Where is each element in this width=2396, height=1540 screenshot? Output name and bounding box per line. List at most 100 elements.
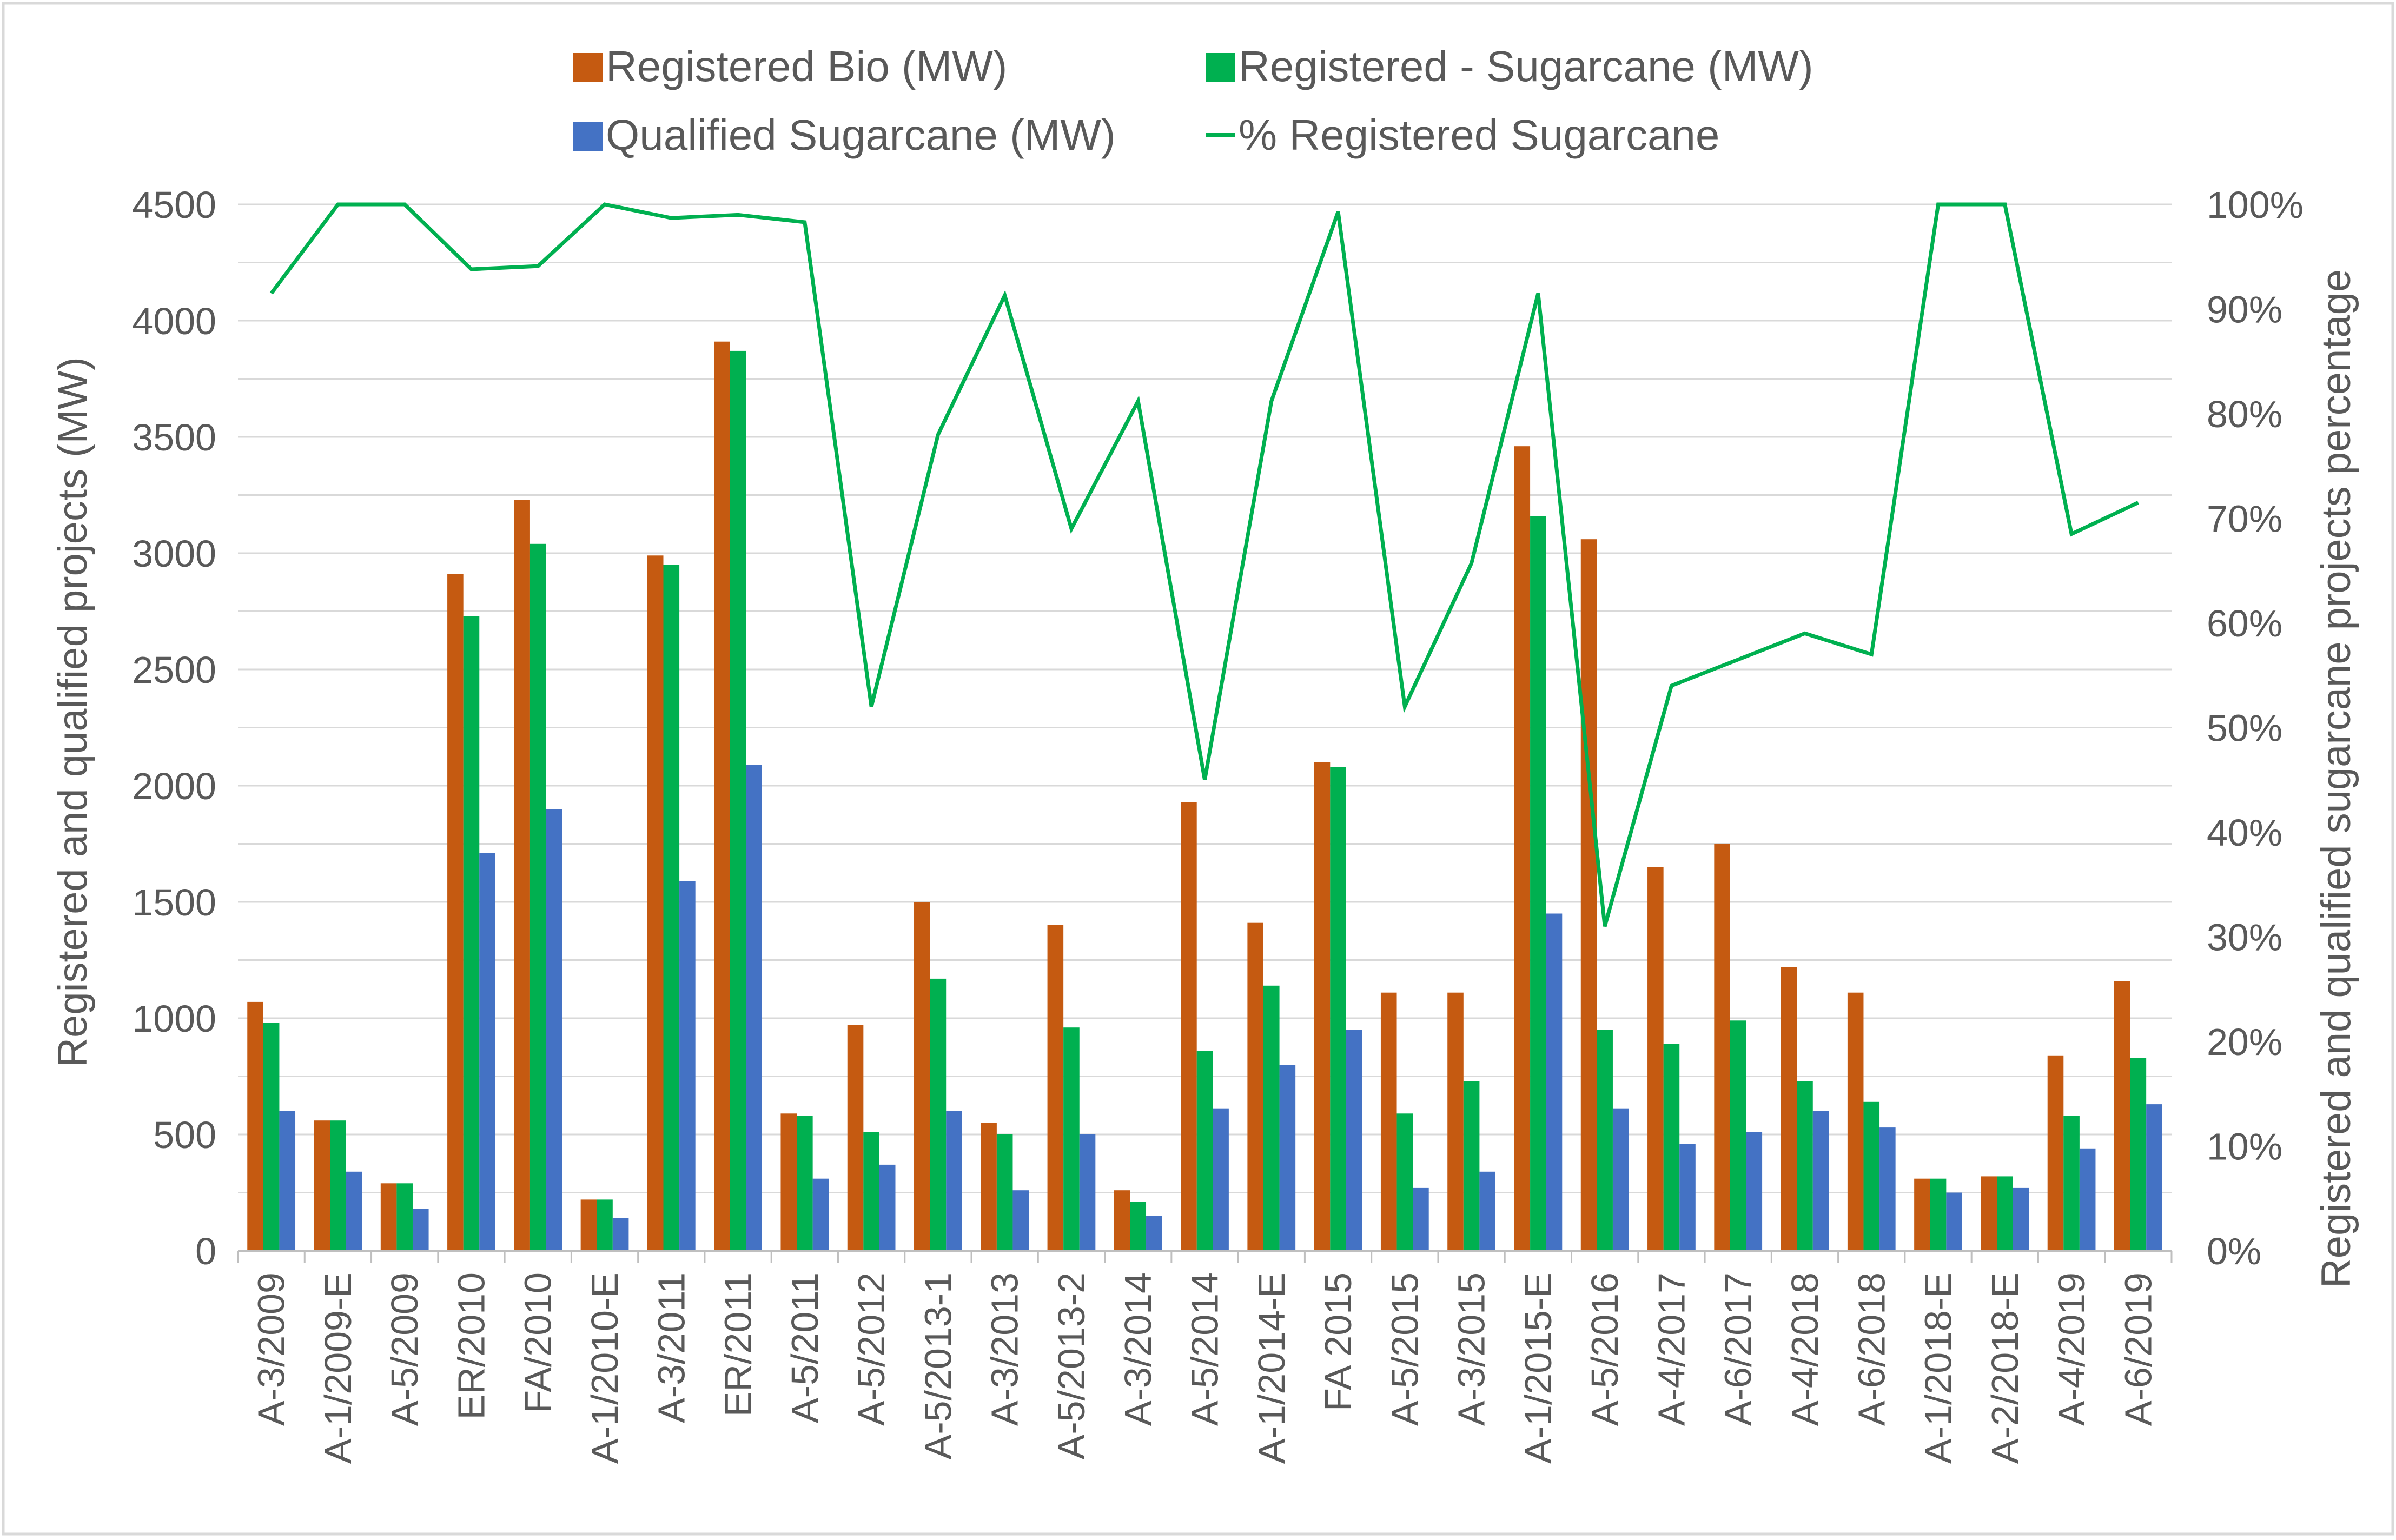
y-tick-label: 1000	[132, 998, 216, 1040]
x-tick-label: A-5/2011	[784, 1272, 826, 1423]
bar-qualified-sugarcane	[2080, 1149, 2096, 1251]
bar-registered-sugarcane	[1863, 1102, 1879, 1251]
x-tick-label: FA 2015	[1317, 1272, 1359, 1411]
bar-registered-sugarcane	[464, 616, 480, 1251]
bar-registered-sugarcane	[2130, 1058, 2147, 1251]
bar-qualified-sugarcane	[613, 1218, 629, 1251]
x-tick-label: A-3/2011	[650, 1272, 692, 1423]
legend-swatch-registered-bio	[573, 53, 603, 82]
bar-registered-sugarcane	[1730, 1020, 1746, 1251]
x-tick-label: FA/2010	[517, 1272, 559, 1413]
y2-tick-label: 20%	[2207, 1021, 2282, 1063]
bar-qualified-sugarcane	[1280, 1065, 1296, 1251]
bar-registered-sugarcane	[730, 351, 746, 1251]
bar-qualified-sugarcane	[2013, 1188, 2029, 1251]
y2-tick-label: 80%	[2207, 393, 2282, 435]
legend-swatch-qualified-sugarcane	[573, 122, 603, 151]
bar-registered-bio	[647, 555, 664, 1251]
bar-qualified-sugarcane	[1679, 1144, 1696, 1251]
bar-registered-sugarcane	[1597, 1030, 1613, 1251]
bar-qualified-sugarcane	[479, 853, 495, 1251]
bar-registered-bio	[2048, 1056, 2064, 1251]
legend-swatch-registered-sugarcane	[1206, 53, 1235, 82]
x-tick-label: ER/2011	[717, 1272, 759, 1417]
bar-registered-sugarcane	[263, 1023, 280, 1251]
bar-registered-bio	[2114, 981, 2130, 1251]
bar-qualified-sugarcane	[679, 881, 696, 1251]
bar-registered-sugarcane	[797, 1116, 813, 1251]
bar-registered-sugarcane	[1263, 986, 1280, 1251]
x-tick-label: A-1/2014-E	[1250, 1272, 1293, 1464]
y2-tick-label: 0%	[2207, 1230, 2261, 1272]
bar-qualified-sugarcane	[946, 1111, 962, 1251]
bar-registered-bio	[1848, 993, 1864, 1251]
legend-label-percent-sugarcane: % Registered Sugarcane	[1239, 111, 1719, 159]
bar-registered-sugarcane	[1063, 1027, 1080, 1251]
y2-tick-label: 90%	[2207, 289, 2282, 331]
bar-registered-sugarcane	[863, 1132, 879, 1251]
bar-qualified-sugarcane	[2146, 1104, 2162, 1251]
y-tick-label: 0	[195, 1230, 216, 1272]
y2-tick-label: 50%	[2207, 707, 2282, 749]
bar-registered-sugarcane	[997, 1134, 1013, 1251]
y2-tick-label: 70%	[2207, 498, 2282, 540]
bar-qualified-sugarcane	[346, 1172, 362, 1251]
bar-qualified-sugarcane	[1879, 1127, 1896, 1251]
bar-registered-bio	[780, 1113, 797, 1251]
y-tick-label: 4500	[132, 184, 216, 226]
bar-registered-bio	[914, 902, 930, 1251]
y2-tick-label: 10%	[2207, 1126, 2282, 1168]
bar-qualified-sugarcane	[1146, 1216, 1162, 1251]
bar-registered-sugarcane	[1997, 1176, 2013, 1251]
x-tick-label: A-5/2013-1	[917, 1272, 959, 1459]
bar-registered-bio	[1714, 844, 1730, 1251]
bar-registered-bio	[1048, 925, 1064, 1251]
bar-qualified-sugarcane	[813, 1179, 829, 1251]
y-tick-label: 3000	[132, 533, 216, 575]
x-tick-label: ER/2010	[450, 1272, 492, 1419]
legend-label-registered-bio: Registered Bio (MW)	[606, 42, 1007, 90]
bar-registered-sugarcane	[1930, 1179, 1947, 1251]
x-tick-label: A-4/2017	[1650, 1272, 1692, 1426]
y2-tick-label: 40%	[2207, 812, 2282, 854]
y2-tick-label: 100%	[2207, 184, 2304, 226]
bar-registered-bio	[1381, 993, 1397, 1251]
bar-registered-bio	[1247, 923, 1263, 1251]
bar-registered-sugarcane	[530, 544, 546, 1251]
bar-registered-bio	[447, 574, 464, 1251]
x-tick-label: A-5/2015	[1384, 1272, 1426, 1426]
bar-registered-bio	[514, 500, 530, 1251]
bar-registered-bio	[1514, 446, 1531, 1251]
bar-registered-sugarcane	[1397, 1113, 1413, 1251]
x-tick-label: A-6/2017	[1717, 1272, 1759, 1426]
legend-label-qualified-sugarcane: Qualified Sugarcane (MW)	[606, 111, 1116, 159]
bar-qualified-sugarcane	[1946, 1193, 1962, 1251]
bar-registered-sugarcane	[1130, 1202, 1146, 1251]
x-tick-label: A-4/2018	[1784, 1272, 1826, 1426]
y-tick-label: 500	[153, 1114, 216, 1156]
bar-registered-bio	[848, 1025, 864, 1251]
x-tick-label: A-4/2019	[2050, 1272, 2093, 1426]
bar-registered-bio	[381, 1183, 397, 1251]
y-tick-label: 1500	[132, 881, 216, 924]
bar-qualified-sugarcane	[1479, 1172, 1495, 1251]
x-tick-label: A-1/2015-E	[1517, 1272, 1559, 1464]
y2-axis-title: Registered and qualified sugarcane proje…	[2313, 269, 2359, 1288]
bar-registered-bio	[1314, 762, 1331, 1251]
bar-registered-sugarcane	[2063, 1116, 2080, 1251]
y-tick-label: 4000	[132, 300, 216, 342]
bar-registered-bio	[1447, 993, 1464, 1251]
bar-registered-sugarcane	[1197, 1051, 1213, 1251]
bar-registered-sugarcane	[1664, 1044, 1680, 1251]
bar-registered-bio	[981, 1123, 997, 1251]
x-tick-label: A-3/2015	[1451, 1272, 1493, 1426]
bar-registered-sugarcane	[1797, 1081, 1813, 1251]
bar-qualified-sugarcane	[1813, 1111, 1829, 1251]
bar-registered-bio	[1914, 1179, 1930, 1251]
bar-registered-bio	[1781, 967, 1797, 1251]
bar-registered-sugarcane	[1330, 767, 1346, 1251]
bar-qualified-sugarcane	[1546, 914, 1563, 1251]
y2-tick-label: 30%	[2207, 917, 2282, 959]
bar-registered-bio	[1981, 1176, 1997, 1251]
